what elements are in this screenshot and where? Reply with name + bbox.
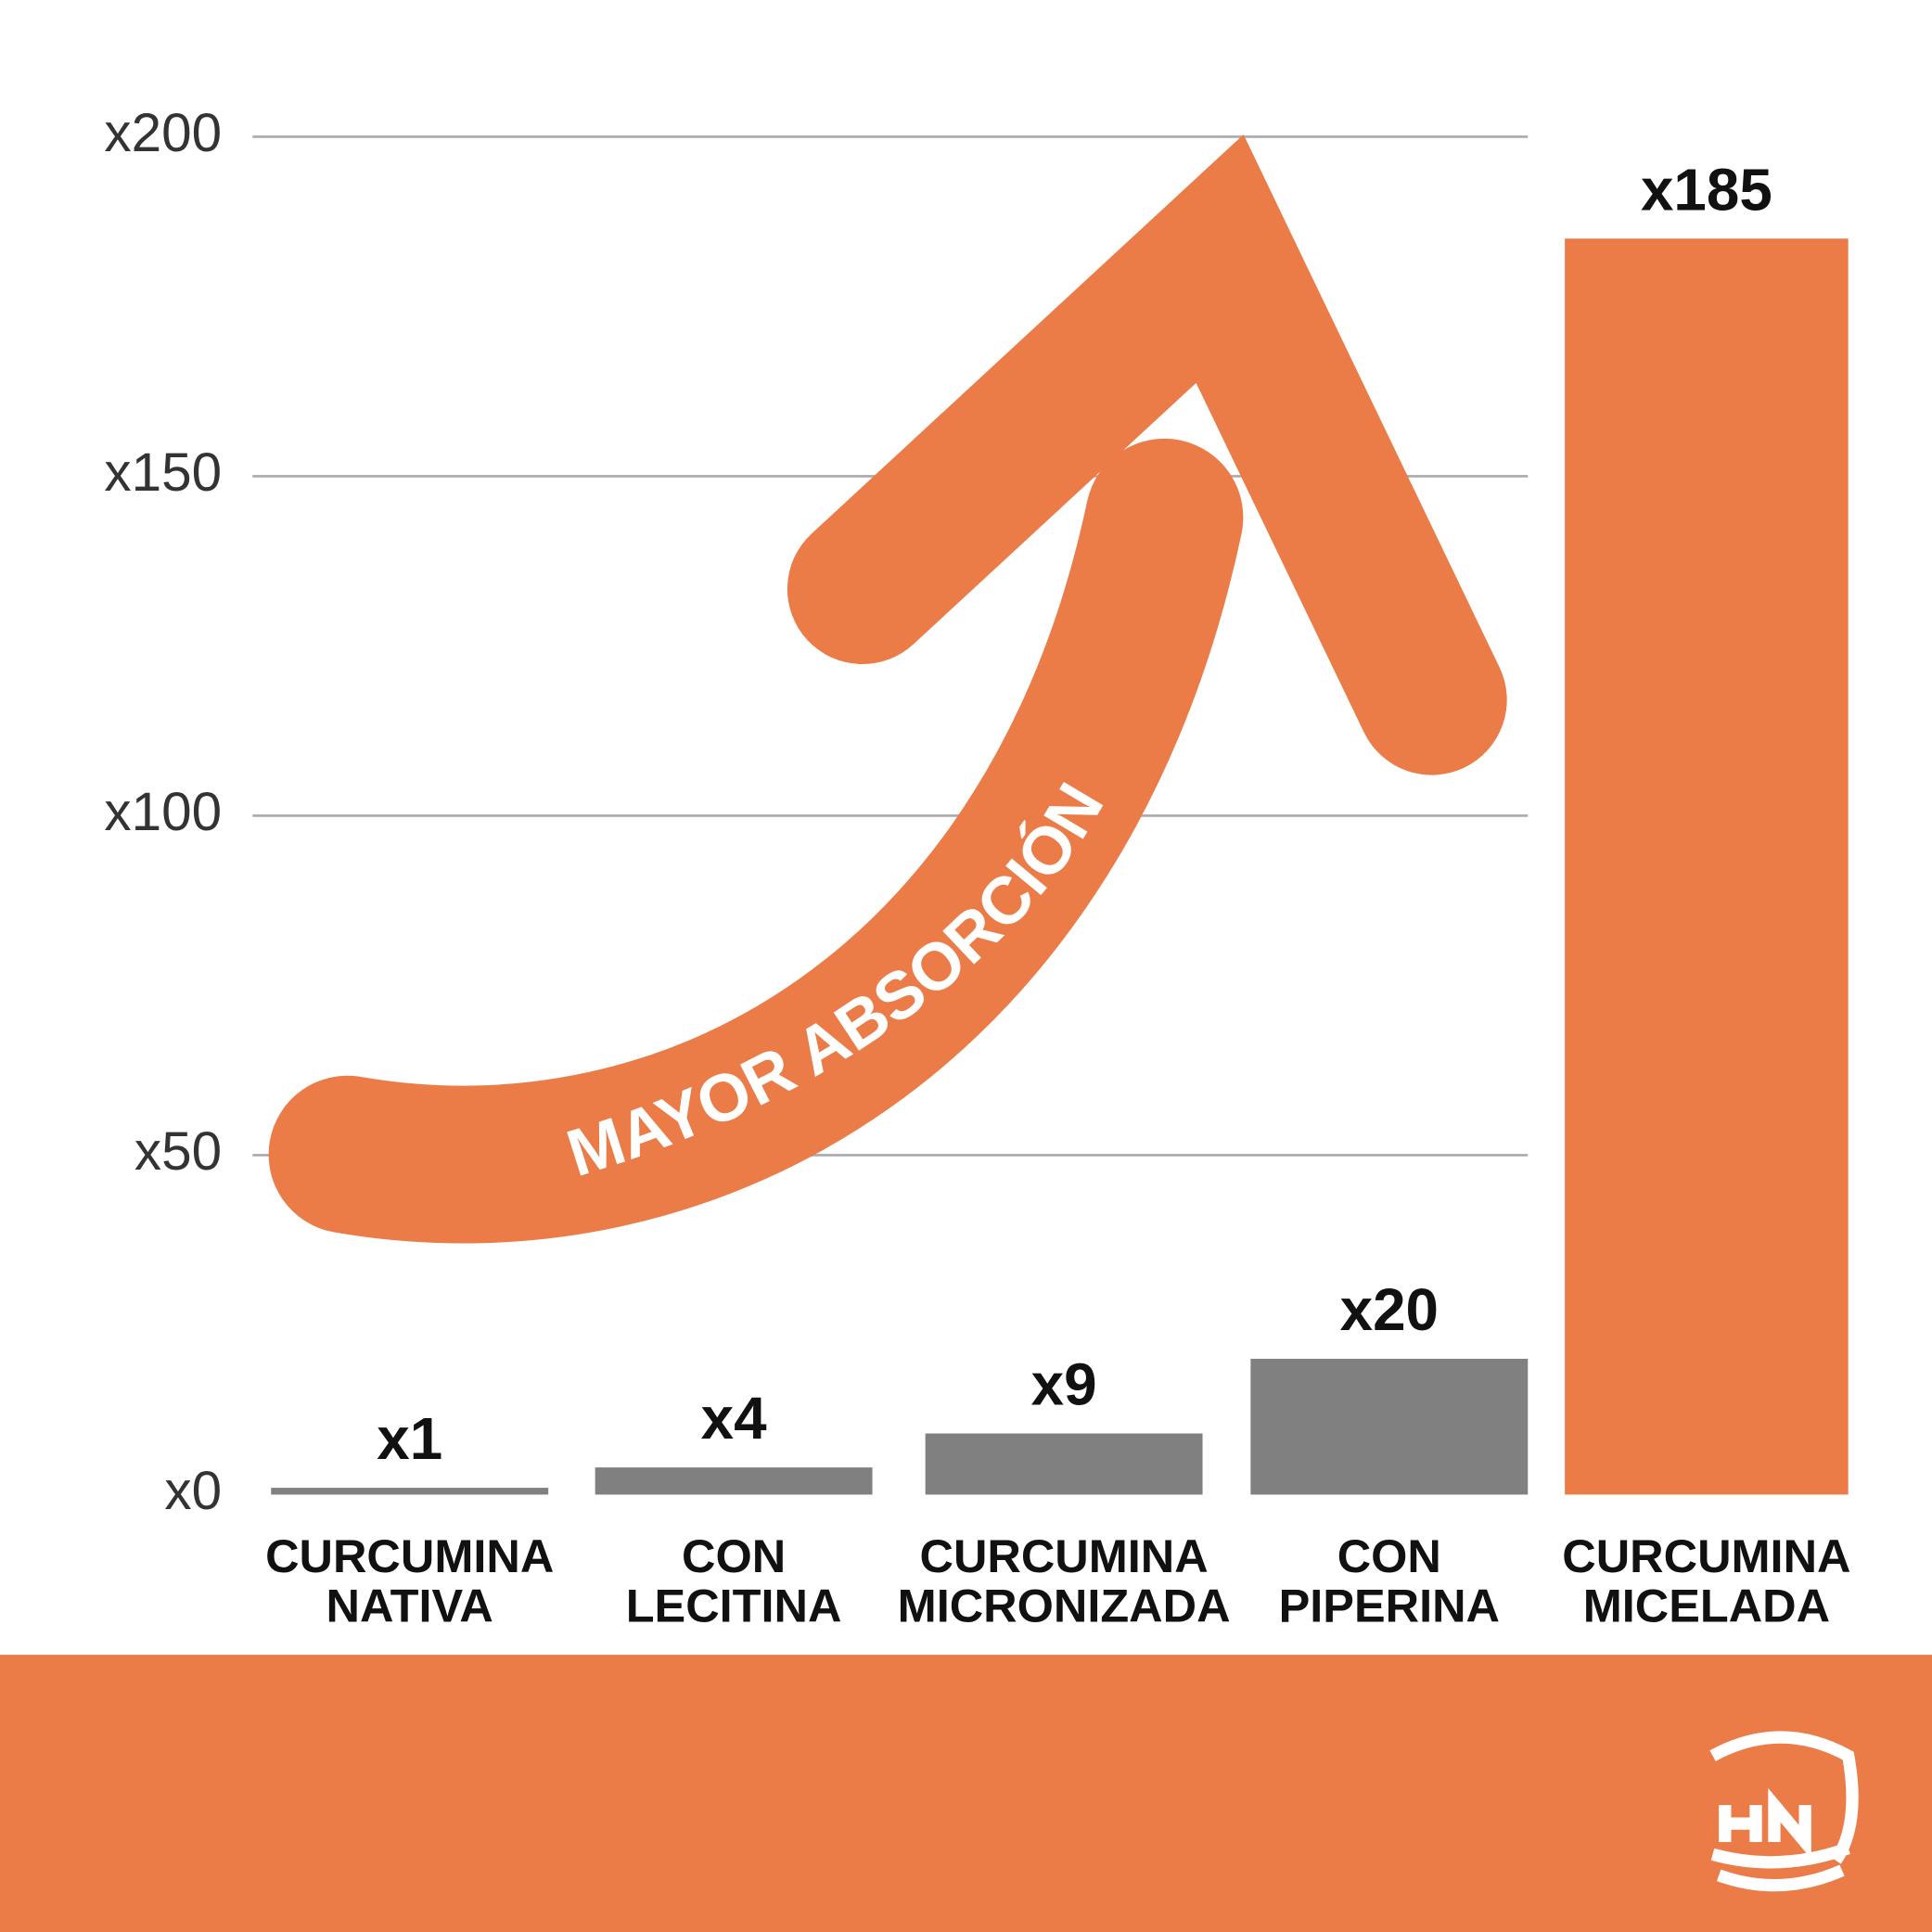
logo-arc [1709, 1731, 1859, 1864]
y-tick-label: x50 [134, 1121, 222, 1182]
arrow: MAYOR ABSORCIÓN [268, 134, 1507, 1244]
bar [595, 1467, 873, 1495]
value-label: x9 [1031, 1351, 1097, 1418]
x-tick-label: MICELADA [1583, 1579, 1830, 1631]
bar [1565, 238, 1849, 1495]
value-label: x185 [1641, 156, 1772, 223]
grid: x0 x50 x100 x150 x200 [104, 103, 1529, 1521]
value-label: x1 [377, 1405, 442, 1472]
footer-band [0, 1655, 1932, 1932]
logo [1709, 1731, 1859, 1892]
x-tick-label: CON [682, 1529, 786, 1582]
x-tick-label: MICRONIZADA [898, 1579, 1231, 1631]
y-tick-label: x0 [164, 1461, 222, 1521]
x-tick-label: CURCUMINA [1562, 1529, 1850, 1582]
value-label: x20 [1340, 1276, 1439, 1343]
value-label: x4 [701, 1385, 767, 1452]
x-tick-label: CURCUMINA [920, 1529, 1209, 1582]
x-tick-label: CON [1337, 1529, 1441, 1582]
bar [271, 1488, 549, 1495]
bar [1250, 1359, 1529, 1495]
arrow-shaft [268, 438, 1244, 1244]
y-tick-label: x200 [104, 103, 222, 163]
bars: x1CURCUMINANATIVAx4CONLECITINAx9CURCUMIN… [265, 156, 1850, 1631]
logo-letters [1719, 1787, 1811, 1860]
y-tick-label: x100 [104, 782, 222, 842]
x-tick-label: PIPERINA [1279, 1579, 1500, 1631]
bar [925, 1433, 1203, 1495]
x-tick-label: NATIVA [326, 1579, 493, 1631]
x-tick-label: CURCUMINA [265, 1529, 554, 1582]
x-tick-label: LECITINA [626, 1579, 842, 1631]
logo-waves [1710, 1842, 1850, 1892]
y-tick-label: x150 [104, 442, 222, 503]
arrow-head [787, 134, 1507, 775]
